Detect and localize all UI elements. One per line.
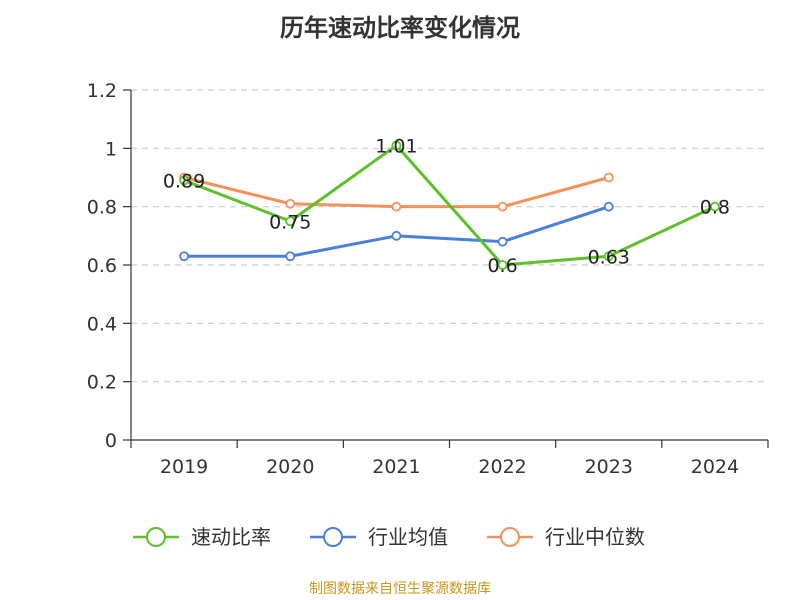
data-point — [497, 236, 508, 247]
data-label: 0.63 — [588, 246, 630, 268]
data-point — [285, 198, 296, 209]
data-label: 0.8 — [700, 197, 730, 219]
legend: 速动比率 行业均值 行业中位数 — [133, 525, 645, 549]
legend-label: 行业均值 — [368, 525, 448, 549]
legend-label: 速动比率 — [191, 525, 271, 549]
y-tick-label: 0.2 — [87, 372, 117, 394]
chart-title: 历年速动比率变化情况 — [280, 14, 520, 42]
data-point — [710, 201, 720, 212]
data-label: 1.01 — [375, 135, 417, 157]
y-tick-label: 0.6 — [87, 255, 117, 277]
y-tick-label: 0.8 — [87, 197, 117, 219]
data-labels: 0.89 0.75 1.01 0.6 0.63 0.8 — [163, 135, 730, 277]
series — [179, 140, 720, 270]
data-point — [179, 251, 189, 262]
x-tick-label: 2021 — [372, 456, 420, 478]
y-tick-label: 1 — [105, 138, 117, 160]
legend-label: 行业中位数 — [545, 525, 645, 549]
data-point — [497, 260, 508, 270]
axes: 0 0.2 0.4 0.6 0.8 1 1.2 2019 2020 2021 2022 2023 202… — [87, 80, 769, 478]
data-point — [285, 216, 296, 227]
legend-marker — [323, 527, 343, 547]
data-point — [603, 172, 614, 183]
legend-marker — [146, 527, 166, 547]
y-tick-label: 1.2 — [87, 80, 117, 102]
y-tick-label: 0 — [105, 430, 117, 452]
series-line — [183, 143, 716, 267]
x-tick-label: 2023 — [585, 456, 633, 478]
data-point — [603, 251, 614, 262]
x-tick-label: 2019 — [160, 456, 208, 478]
source-note: 制图数据来自恒生聚源数据库 — [309, 581, 491, 597]
data-label: 0.6 — [487, 255, 517, 277]
data-point — [391, 230, 402, 241]
data-label: 0.89 — [163, 170, 205, 192]
data-point — [179, 175, 189, 186]
data-point — [497, 201, 508, 212]
x-tick-label: 2024 — [691, 456, 739, 478]
x-tick-label: 2022 — [478, 456, 526, 478]
x-tick-label: 2020 — [266, 456, 314, 478]
data-point — [391, 201, 402, 212]
data-point — [603, 201, 614, 212]
legend-marker — [500, 527, 520, 547]
grid-lines — [131, 89, 768, 383]
data-point — [285, 251, 296, 262]
y-tick-label: 0.4 — [87, 313, 117, 335]
data-label: 0.75 — [269, 211, 311, 233]
data-point — [391, 140, 402, 151]
